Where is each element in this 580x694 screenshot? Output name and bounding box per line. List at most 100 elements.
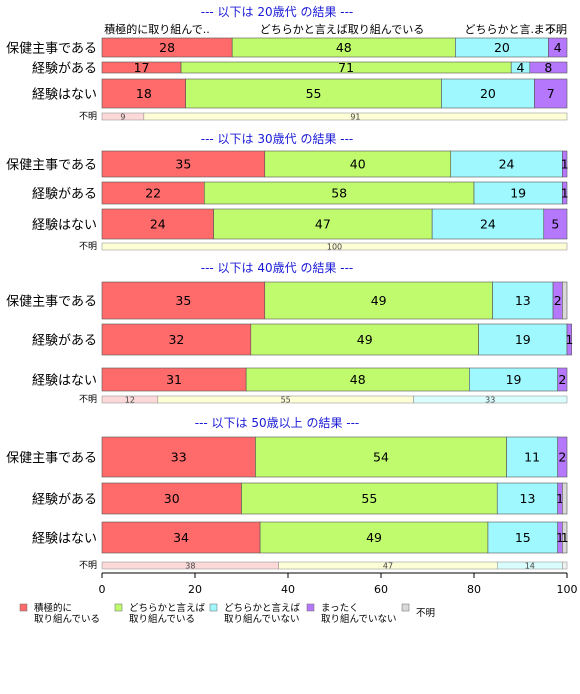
- fumei-data-label: 33: [485, 396, 495, 405]
- row-label: 保健主事である: [6, 451, 97, 466]
- row-label: 経験がある: [32, 62, 97, 77]
- bar-segment: [185, 78, 442, 109]
- legend-swatch: [209, 603, 218, 612]
- bar-segment: [562, 150, 568, 178]
- bar-segment: [534, 78, 568, 109]
- data-label: 55: [361, 491, 377, 506]
- data-label: 1: [561, 530, 569, 545]
- row-label: 経験がある: [32, 493, 97, 508]
- data-label: 1: [561, 186, 569, 201]
- data-label: 54: [373, 450, 389, 465]
- fumei-data-label: 38: [185, 562, 195, 571]
- bar-segment: [557, 436, 568, 478]
- group-title: --- 以下は 40歳代 の結果 ---: [201, 261, 354, 275]
- column-header: どちらかと言えば取り組んでいる: [260, 23, 424, 36]
- legend-swatch: [401, 603, 410, 612]
- bar-segment: [562, 181, 568, 205]
- row-label: 保健主事である: [6, 295, 97, 310]
- data-label: 20: [480, 86, 496, 101]
- row-label: 経験はない: [32, 374, 97, 389]
- x-tick-label: 0: [99, 583, 106, 596]
- bar-segment: [264, 281, 493, 320]
- row-label: 経験はない: [32, 218, 97, 233]
- column-header: 積極的に取り組んで..: [104, 22, 209, 36]
- legend-label: どちらかと言えば取り組んでいる: [129, 602, 206, 625]
- fumei-row-label: 不明: [79, 241, 97, 252]
- data-label: 71: [338, 60, 354, 75]
- column-header: まっ..: [534, 23, 563, 36]
- x-tick-label: 20: [188, 583, 202, 596]
- data-label: 34: [173, 530, 189, 545]
- row-label: 経験はない: [32, 88, 97, 103]
- group-title: --- 以下は 50歳以上 の結果 ---: [195, 416, 360, 430]
- x-tick-label: 40: [281, 583, 295, 596]
- x-tick-label: 60: [374, 583, 388, 596]
- fumei-row-label: 不明: [79, 394, 97, 405]
- legend-label: どちらかと言えば取り組んでいない: [224, 602, 301, 625]
- data-label: 4: [517, 60, 525, 75]
- data-label: 20: [494, 40, 510, 55]
- bar-segment: [264, 150, 452, 178]
- fumei-data-label: 47: [383, 562, 393, 571]
- data-label: 30: [164, 491, 180, 506]
- data-label: 35: [175, 157, 191, 172]
- data-label: 15: [515, 530, 531, 545]
- data-label: 2: [558, 450, 566, 465]
- bar-segment: [101, 208, 214, 240]
- data-label: 4: [554, 40, 562, 55]
- bar-segment: [101, 323, 252, 356]
- group-title: --- 以下は 20歳代 の結果 ---: [201, 5, 354, 19]
- data-label: 24: [480, 217, 496, 232]
- data-label: 17: [134, 60, 150, 75]
- data-label: 58: [331, 186, 347, 201]
- fumei-segment: [143, 112, 568, 121]
- bar-segment: [441, 78, 535, 109]
- data-label: 1: [556, 491, 564, 506]
- bar-segment: [101, 150, 266, 178]
- data-label: 22: [145, 186, 161, 201]
- bar-segment: [101, 78, 186, 109]
- row-label: 経験がある: [32, 334, 97, 349]
- bar-segment: [492, 281, 554, 320]
- bar-segment: [562, 281, 568, 320]
- bar-segment: [496, 482, 559, 515]
- bar-segment: [543, 208, 568, 240]
- data-label: 13: [515, 293, 531, 308]
- legend-swatch: [114, 603, 123, 612]
- data-label: 49: [357, 332, 373, 347]
- fumei-data-label: 55: [281, 396, 291, 405]
- group-title: --- 以下は 30歳代 の結果 ---: [201, 132, 354, 146]
- bar-segment: [255, 436, 507, 478]
- data-label: 5: [551, 217, 559, 232]
- data-label: 35: [175, 293, 191, 308]
- bar-segment: [241, 482, 498, 515]
- data-label: 19: [510, 186, 526, 201]
- bar-segment: [557, 367, 568, 392]
- data-label: 2: [558, 372, 566, 387]
- data-label: 24: [499, 157, 515, 172]
- data-label: 2: [554, 293, 562, 308]
- bar-segment: [101, 521, 261, 554]
- fumei-data-label: 14: [525, 562, 535, 571]
- bar-segment: [213, 208, 433, 240]
- data-label: 13: [520, 491, 536, 506]
- fumei-data-label: 100: [327, 243, 342, 252]
- legend-swatch: [306, 603, 315, 612]
- data-label: 11: [524, 450, 540, 465]
- data-label: 1: [565, 332, 573, 347]
- fumei-segment: [562, 561, 568, 570]
- row-label: 経験がある: [32, 187, 97, 202]
- data-label: 8: [544, 60, 552, 75]
- bar-segment: [529, 61, 568, 74]
- bar-segment: [431, 208, 545, 240]
- data-label: 33: [171, 450, 187, 465]
- data-label: 18: [136, 86, 152, 101]
- fumei-data-label: 12: [125, 396, 135, 405]
- x-tick-label: 80: [467, 583, 481, 596]
- column-header: どちらかと言..: [465, 23, 538, 36]
- bar-segment: [450, 150, 563, 178]
- legend-swatch: [19, 603, 28, 612]
- x-tick-label: 100: [557, 583, 578, 596]
- legend-label: まったく取り組んでいない: [321, 603, 397, 625]
- data-label: 49: [371, 293, 387, 308]
